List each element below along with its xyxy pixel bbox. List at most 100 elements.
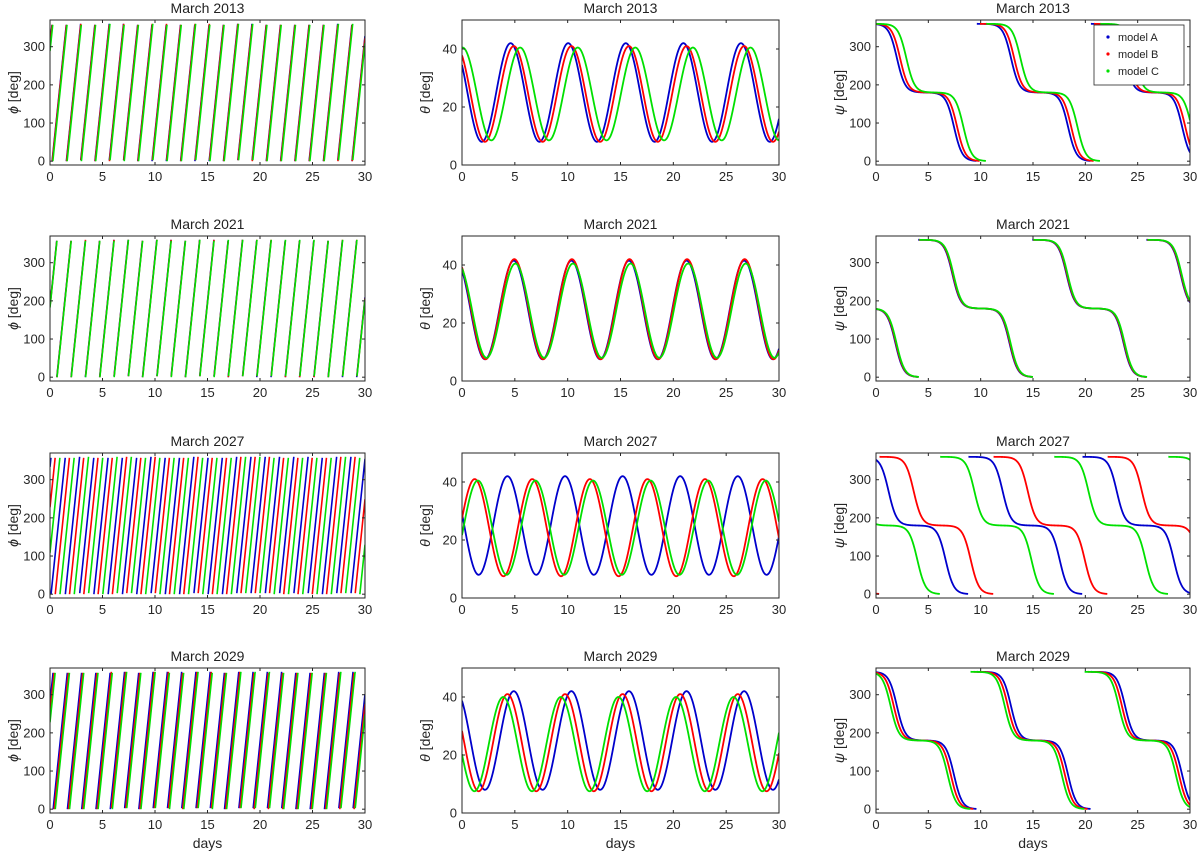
y-tick-label: 20 (443, 316, 457, 331)
y-tick-label: 300 (849, 687, 871, 702)
x-tick-label: 5 (511, 385, 518, 400)
series-line-model-c (462, 696, 779, 793)
x-tick-label: 20 (253, 169, 267, 184)
y-tick-label: 300 (849, 472, 871, 487)
y-tick-label: 200 (849, 293, 871, 308)
x-tick-label: 30 (358, 169, 372, 184)
y-tick-label: 200 (849, 77, 871, 92)
y-tick-label: 200 (849, 510, 871, 525)
x-tick-label: 5 (99, 602, 106, 617)
y-tick-label: 200 (23, 77, 45, 92)
x-axis-label: days (606, 835, 636, 851)
x-tick-label: 20 (1078, 602, 1092, 617)
x-tick-label: 10 (148, 602, 162, 617)
x-tick-label: 30 (772, 385, 786, 400)
plot-area (50, 453, 365, 598)
y-tick-label: 200 (23, 725, 45, 740)
series-line-model-a (50, 671, 365, 810)
series-line-model-b (50, 671, 365, 810)
y-axis-symbol: ψ (831, 105, 847, 115)
y-axis-symbol: ψ (831, 321, 847, 331)
y-axis-unit: [deg] (5, 287, 21, 322)
y-tick-label: 0 (864, 154, 871, 169)
y-tick-label: 0 (450, 591, 457, 606)
x-tick-label: 0 (458, 169, 465, 184)
x-tick-label: 20 (1078, 817, 1092, 832)
y-tick-label: 0 (38, 587, 45, 602)
legend-marker-model-b (1106, 52, 1110, 56)
panel-march-2021-theta: 0 5 10 15 20 25 30 0 20 40 March 2021 θ [deg] (417, 216, 786, 400)
panel-title: March 2021 (171, 216, 245, 232)
y-tick-label: 100 (23, 116, 45, 131)
y-tick-label: 300 (23, 255, 45, 270)
y-tick-label: 40 (443, 258, 457, 273)
x-tick-label: 15 (613, 817, 627, 832)
x-tick-label: 15 (613, 602, 627, 617)
y-axis-label: ϕ [deg] (5, 71, 21, 114)
y-tick-label: 0 (38, 802, 45, 817)
x-tick-label: 25 (719, 817, 733, 832)
y-axis-unit: [deg] (5, 71, 21, 106)
y-tick-label: 0 (864, 370, 871, 385)
y-axis-unit: [deg] (417, 287, 433, 322)
x-tick-label: 5 (99, 169, 106, 184)
x-tick-label: 5 (925, 169, 932, 184)
x-tick-label: 25 (719, 385, 733, 400)
x-tick-label: 0 (46, 602, 53, 617)
y-axis-symbol: ψ (831, 538, 847, 548)
y-axis-unit: [deg] (831, 503, 847, 538)
y-tick-label: 100 (849, 116, 871, 131)
y-tick-label: 40 (443, 690, 457, 705)
y-axis-symbol: θ (417, 106, 433, 114)
x-tick-label: 30 (1183, 602, 1197, 617)
series-line-model-c (50, 456, 365, 595)
y-axis-symbol: θ (417, 754, 433, 762)
y-tick-label: 20 (443, 748, 457, 763)
x-tick-label: 5 (925, 385, 932, 400)
x-tick-label: 5 (511, 817, 518, 832)
y-axis-label: θ [deg] (417, 71, 433, 114)
x-tick-label: 30 (1183, 385, 1197, 400)
panel-title: March 2027 (171, 433, 245, 449)
x-tick-label: 15 (1026, 602, 1040, 617)
y-tick-label: 200 (23, 293, 45, 308)
y-tick-label: 100 (849, 549, 871, 564)
series-line-model-c (876, 22, 1190, 162)
y-tick-label: 200 (23, 510, 45, 525)
series-line-model-c (876, 238, 1190, 378)
y-axis-unit: [deg] (5, 504, 21, 539)
x-tick-label: 30 (358, 385, 372, 400)
legend-entry-model-b: model B (1118, 49, 1158, 61)
y-axis-symbol: ϕ (5, 539, 21, 547)
series-line-model-b (50, 456, 365, 595)
x-tick-label: 0 (458, 602, 465, 617)
x-tick-label: 30 (1183, 817, 1197, 832)
series-line-model-b (462, 693, 779, 793)
y-axis-unit: [deg] (417, 71, 433, 106)
panel-title: March 2013 (584, 0, 658, 16)
x-tick-label: 30 (358, 817, 372, 832)
x-tick-label: 10 (560, 817, 574, 832)
panel-title: March 2027 (996, 433, 1070, 449)
x-tick-label: 25 (719, 169, 733, 184)
panel-title: March 2027 (584, 433, 658, 449)
series-line-model-b (462, 45, 779, 143)
y-tick-label: 200 (849, 725, 871, 740)
panel-title: March 2029 (171, 648, 245, 664)
x-tick-label: 10 (148, 169, 162, 184)
x-tick-label: 0 (872, 817, 879, 832)
series-line-model-a (876, 455, 1190, 595)
panel-march-2029-theta: 0 5 10 15 20 25 30 0 20 40 March 2029 θ [deg] days (417, 648, 786, 851)
x-tick-label: 30 (358, 602, 372, 617)
x-tick-label: 5 (925, 817, 932, 832)
y-tick-label: 0 (38, 154, 45, 169)
series-line-model-a (462, 475, 779, 576)
x-tick-label: 15 (1026, 385, 1040, 400)
x-tick-label: 25 (305, 817, 319, 832)
x-tick-label: 15 (200, 169, 214, 184)
series-line-model-c (50, 239, 365, 378)
